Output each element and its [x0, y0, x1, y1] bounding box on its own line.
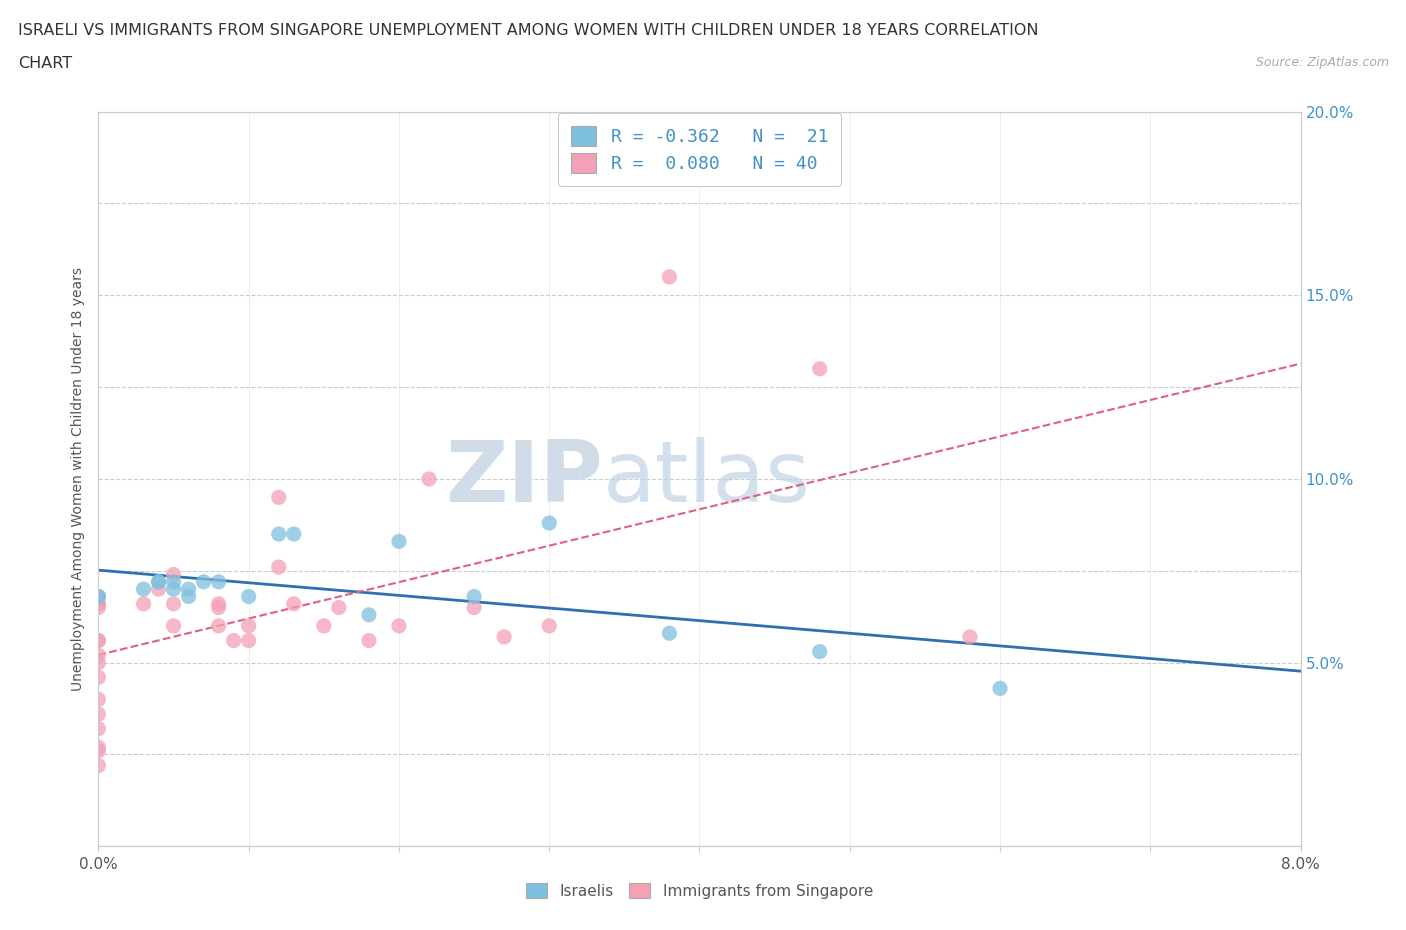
Point — [328, 600, 350, 615]
Point — [148, 575, 170, 590]
Point — [148, 582, 170, 597]
Point — [463, 600, 485, 615]
Point — [388, 618, 411, 633]
Point — [357, 607, 380, 622]
Point — [162, 582, 184, 597]
Point — [988, 681, 1011, 696]
Point — [87, 589, 110, 604]
Point — [312, 618, 335, 633]
Point — [538, 618, 561, 633]
Point — [208, 600, 231, 615]
Point — [87, 648, 110, 663]
Point — [208, 575, 231, 590]
Point — [87, 743, 110, 758]
Point — [538, 515, 561, 530]
Point — [658, 626, 681, 641]
Point — [658, 270, 681, 285]
Text: ISRAELI VS IMMIGRANTS FROM SINGAPORE UNEMPLOYMENT AMONG WOMEN WITH CHILDREN UNDE: ISRAELI VS IMMIGRANTS FROM SINGAPORE UNE… — [18, 23, 1039, 38]
Point — [162, 567, 184, 582]
Point — [283, 526, 305, 541]
Point — [148, 575, 170, 590]
Point — [87, 758, 110, 773]
Point — [132, 582, 155, 597]
Point — [162, 618, 184, 633]
Point — [267, 526, 290, 541]
Point — [808, 362, 831, 377]
Text: Source: ZipAtlas.com: Source: ZipAtlas.com — [1256, 56, 1389, 69]
Point — [808, 644, 831, 659]
Point — [238, 633, 260, 648]
Point — [162, 596, 184, 611]
Text: CHART: CHART — [18, 56, 72, 71]
Point — [418, 472, 440, 486]
Point — [132, 596, 155, 611]
Point — [87, 707, 110, 722]
Point — [238, 618, 260, 633]
Legend: Israelis, Immigrants from Singapore: Israelis, Immigrants from Singapore — [520, 877, 879, 905]
Point — [87, 589, 110, 604]
Point — [87, 633, 110, 648]
Point — [388, 534, 411, 549]
Point — [267, 560, 290, 575]
Point — [494, 630, 516, 644]
Point — [162, 575, 184, 590]
Point — [87, 589, 110, 604]
Point — [87, 739, 110, 754]
Point — [177, 589, 200, 604]
Point — [959, 630, 981, 644]
Point — [238, 589, 260, 604]
Point — [87, 596, 110, 611]
Point — [87, 633, 110, 648]
Point — [222, 633, 245, 648]
Point — [267, 490, 290, 505]
Point — [177, 582, 200, 597]
Text: ZIP: ZIP — [446, 437, 603, 521]
Point — [283, 596, 305, 611]
Point — [87, 596, 110, 611]
Point — [463, 589, 485, 604]
Point — [357, 633, 380, 648]
Point — [208, 618, 231, 633]
Text: atlas: atlas — [603, 437, 811, 521]
Point — [87, 722, 110, 737]
Point — [208, 596, 231, 611]
Point — [87, 692, 110, 707]
Y-axis label: Unemployment Among Women with Children Under 18 years: Unemployment Among Women with Children U… — [72, 267, 86, 691]
Point — [193, 575, 215, 590]
Point — [87, 670, 110, 684]
Point — [87, 656, 110, 671]
Point — [87, 600, 110, 615]
